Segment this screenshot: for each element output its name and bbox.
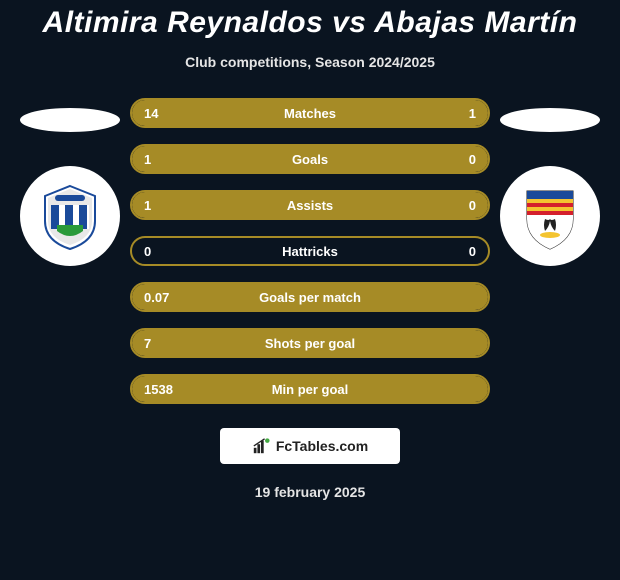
main-area: 141Matches 10Goals 10Assists 00Hattricks 0.0… xyxy=(0,98,620,404)
stat-row: 00Hattricks xyxy=(130,236,490,266)
stat-label: Matches xyxy=(132,106,488,121)
player-left-column xyxy=(10,98,130,266)
stat-row: 10Goals xyxy=(130,144,490,174)
date-text: 19 february 2025 xyxy=(255,484,366,500)
stat-label: Min per goal xyxy=(132,382,488,397)
stat-label: Goals xyxy=(132,152,488,167)
stat-row: 10Assists xyxy=(130,190,490,220)
stat-row: 0.07Goals per match xyxy=(130,282,490,312)
player-right-club-crest-bg xyxy=(500,166,600,266)
player-left-club-crest-bg xyxy=(20,166,120,266)
fctables-logo-icon xyxy=(252,437,270,455)
stat-row: 141Matches xyxy=(130,98,490,128)
stat-row: 7Shots per goal xyxy=(130,328,490,358)
stat-label: Goals per match xyxy=(132,290,488,305)
player-right-column xyxy=(490,98,610,266)
page-title: Altimira Reynaldos vs Abajas Martín xyxy=(43,6,578,40)
comparison-container: Altimira Reynaldos vs Abajas Martín Club… xyxy=(0,0,620,580)
stat-label: Assists xyxy=(132,198,488,213)
stats-column: 141Matches 10Goals 10Assists 00Hattricks 0.0… xyxy=(130,98,490,404)
stat-label: Shots per goal xyxy=(132,336,488,351)
stat-row: 1538Min per goal xyxy=(130,374,490,404)
leganes-crest-icon xyxy=(35,181,105,251)
stat-label: Hattricks xyxy=(132,244,488,259)
subtitle: Club competitions, Season 2024/2025 xyxy=(185,54,435,70)
branding-badge[interactable]: FcTables.com xyxy=(220,428,400,464)
player-left-photo-placeholder xyxy=(20,108,120,132)
valencia-crest-icon xyxy=(515,181,585,251)
branding-text: FcTables.com xyxy=(276,438,368,454)
player-right-photo-placeholder xyxy=(500,108,600,132)
